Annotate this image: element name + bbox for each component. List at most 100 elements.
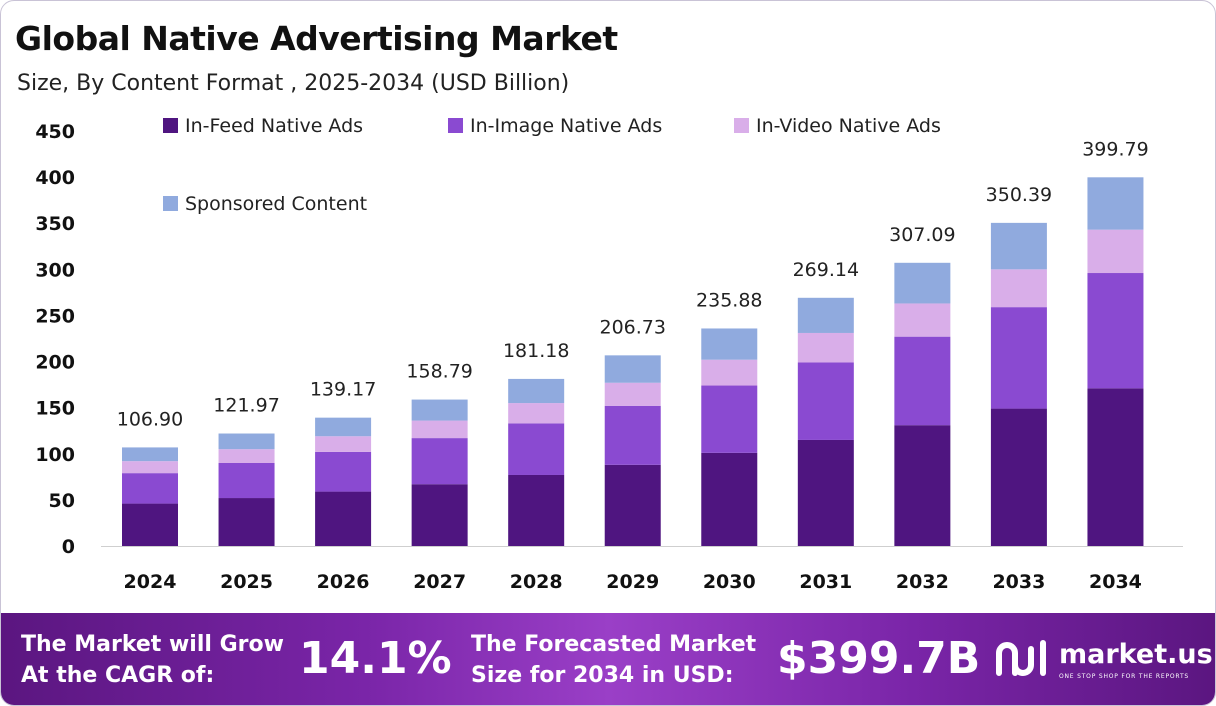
bar-segment-in-video-native-ads [411, 420, 468, 439]
bar-segment-in-feed-native-ads [604, 464, 661, 546]
cagr-caption: The Market will Grow At the CAGR of: [21, 629, 284, 691]
forecast-caption-line2: Size for 2034 in USD: [471, 663, 734, 688]
cagr-value: 14.1% [299, 633, 452, 684]
bar-segment-in-feed-native-ads [411, 484, 468, 546]
bar-segment-in-video-native-ads [122, 461, 178, 474]
cagr-caption-line2: At the CAGR of: [21, 663, 215, 688]
x-tick-label: 2026 [317, 571, 370, 593]
bar-segment-in-feed-native-ads [315, 491, 372, 546]
y-tick-label: 200 [35, 352, 75, 374]
y-tick-label: 0 [62, 536, 75, 558]
legend-swatch [448, 118, 463, 133]
legend-label: In-Image Native Ads [470, 115, 662, 137]
legend-label: In-Video Native Ads [756, 115, 941, 137]
bar-segment-in-video-native-ads [508, 403, 565, 424]
y-tick-label: 250 [35, 305, 75, 327]
summary-banner: The Market will Grow At the CAGR of: 14.… [1, 613, 1215, 705]
x-tick-label: 2027 [413, 571, 466, 593]
y-tick-label: 450 [35, 121, 75, 143]
cagr-caption-line1: The Market will Grow [21, 632, 284, 657]
bar-segment-sponsored-content [508, 378, 565, 404]
bar-total-label: 307.09 [889, 224, 955, 246]
legend-label: In-Feed Native Ads [185, 115, 363, 137]
bar-segment-in-video-native-ads [315, 436, 372, 452]
bar-segment-sponsored-content [1087, 177, 1144, 230]
bar-segment-in-image-native-ads [508, 423, 565, 475]
bar-segment-sponsored-content [797, 297, 854, 333]
bar-segment-in-video-native-ads [894, 303, 951, 337]
bar-total-label: 106.90 [117, 408, 183, 430]
x-tick-label: 2029 [606, 571, 659, 593]
x-tick-label: 2024 [124, 571, 177, 593]
bar-segment-in-image-native-ads [604, 405, 661, 465]
chart-subtitle: Size, By Content Format , 2025-2034 (USD… [17, 71, 570, 96]
bar-total-label: 121.97 [213, 395, 279, 417]
bar-segment-in-feed-native-ads [218, 498, 275, 546]
bar-total-label: 139.17 [310, 379, 376, 401]
x-tick-label: 2034 [1089, 571, 1142, 593]
bar-segment-in-image-native-ads [411, 438, 468, 485]
y-tick-label: 300 [35, 259, 75, 281]
bar-segment-in-feed-native-ads [990, 408, 1047, 546]
y-tick-label: 100 [35, 444, 75, 466]
market-us-logo: market.us ONE STOP SHOP FOR THE REPORTS [993, 635, 1213, 685]
bar-total-label: 206.73 [599, 316, 665, 338]
x-tick-label: 2031 [799, 571, 852, 593]
logo-name: market.us [1059, 639, 1213, 670]
bar-segment-in-video-native-ads [1087, 229, 1144, 274]
market-us-logo-icon [996, 640, 1046, 676]
bar-segment-in-feed-native-ads [508, 474, 565, 546]
bar-total-label: 399.79 [1082, 138, 1148, 160]
bar-segment-sponsored-content [122, 447, 178, 462]
bar-total-label: 269.14 [793, 259, 859, 281]
bar-segment-sponsored-content [701, 328, 758, 360]
bar-total-label: 181.18 [503, 340, 569, 362]
y-tick-label: 50 [49, 490, 75, 512]
bar-total-label: 158.79 [406, 361, 472, 383]
y-tick-label: 400 [35, 167, 75, 189]
bar-segment-in-image-native-ads [122, 473, 178, 504]
y-tick-label: 350 [35, 213, 75, 235]
forecast-caption: The Forecasted Market Size for 2034 in U… [471, 629, 756, 691]
y-tick-label: 150 [35, 398, 75, 420]
legend-swatch [163, 196, 178, 211]
bar-segment-in-video-native-ads [218, 449, 275, 463]
bar-segment-sponsored-content [604, 355, 661, 383]
x-tick-label: 2025 [220, 571, 273, 593]
bar-segment-sponsored-content [894, 262, 951, 304]
legend-swatch [163, 118, 178, 133]
bar-segment-in-image-native-ads [701, 385, 758, 453]
bar-segment-in-feed-native-ads [894, 425, 951, 546]
bar-total-label: 350.39 [986, 184, 1052, 206]
bar-segment-in-feed-native-ads [122, 503, 178, 546]
chart-title: Global Native Advertising Market [15, 19, 618, 58]
forecast-value: $399.7B [777, 633, 981, 684]
bar-segment-in-video-native-ads [701, 359, 758, 386]
bar-segment-in-feed-native-ads [797, 439, 854, 546]
forecast-caption-line1: The Forecasted Market [471, 632, 757, 657]
bar-segment-in-image-native-ads [218, 463, 275, 499]
bar-segment-in-video-native-ads [797, 332, 854, 363]
x-tick-label: 2033 [992, 571, 1045, 593]
bar-segment-sponsored-content [315, 417, 372, 437]
x-tick-label: 2028 [510, 571, 563, 593]
legend-label: Sponsored Content [185, 193, 367, 215]
legend-swatch [734, 118, 749, 133]
stacked-bar-chart: 0 50 100 150 200 250 300 350 400 450 106.90 2024 121… [35, 115, 1183, 593]
bar-segment-sponsored-content [218, 433, 275, 450]
bar-segment-in-feed-native-ads [1087, 388, 1144, 546]
bar-segment-in-feed-native-ads [701, 452, 758, 546]
bar-segment-sponsored-content [990, 222, 1047, 270]
bar-segment-in-image-native-ads [894, 336, 951, 426]
bar-segment-in-image-native-ads [990, 307, 1047, 409]
x-tick-label: 2032 [896, 571, 949, 593]
bar-segment-in-image-native-ads [1087, 273, 1144, 389]
bar-segment-in-video-native-ads [990, 269, 1047, 308]
x-tick-label: 2030 [703, 571, 756, 593]
bar-total-label: 235.88 [696, 289, 762, 311]
bar-segment-in-video-native-ads [604, 382, 661, 406]
bar-segment-in-image-native-ads [315, 451, 372, 492]
logo-tagline: ONE STOP SHOP FOR THE REPORTS [1059, 673, 1190, 680]
bar-segment-sponsored-content [411, 399, 468, 421]
